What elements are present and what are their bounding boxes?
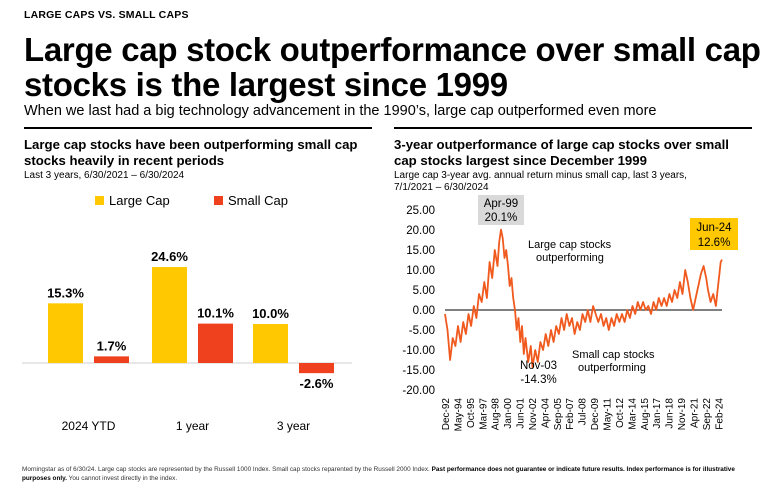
bar-label-large-2: 10.0% xyxy=(252,306,289,321)
x-tick-label-10: Feb-07 xyxy=(565,398,576,430)
legend-swatch-small xyxy=(214,196,223,205)
annotation-trough-date: Nov-03 xyxy=(520,360,557,372)
y-tick-label-7: -10.00 xyxy=(402,345,435,357)
category-label-2: 3 year xyxy=(277,419,310,433)
footnote-tail: You cannot invest directly in the index. xyxy=(66,475,178,482)
series-line xyxy=(444,228,723,369)
x-tick-label-17: Jan-17 xyxy=(652,398,663,429)
x-tick-label-9: Sep-05 xyxy=(553,398,564,431)
x-tick-label-11: Jul-08 xyxy=(578,398,589,426)
annotation-latest-value: 12.6% xyxy=(698,237,731,249)
bar-large-0 xyxy=(48,303,83,363)
right-divider xyxy=(394,127,752,129)
right-panel-title: 3-year outperformance of large cap stock… xyxy=(394,137,729,168)
x-tick-label-0: Dec-92 xyxy=(441,398,452,431)
x-tick-label-1: May-94 xyxy=(453,398,464,432)
y-tick-label-2: 15.00 xyxy=(406,245,435,257)
y-tick-label-1: 20.00 xyxy=(406,225,435,237)
note-large-line2: outperforming xyxy=(536,252,604,264)
x-tick-label-19: Nov-19 xyxy=(677,398,688,431)
annotation-peak-value: 20.1% xyxy=(485,212,518,224)
line-chart: 25.00 20.00 15.00 10.00 5.00 0.00 -5.00 -10.00 -… xyxy=(402,195,738,432)
note-small-line2: outperforming xyxy=(578,362,646,374)
bar-small-2 xyxy=(299,363,334,374)
note-large-line1: Large cap stocks xyxy=(528,239,612,251)
footnote-text: Morningstar as of 6/30/24. Large cap sto… xyxy=(22,466,432,473)
x-tick-label-15: Mar-14 xyxy=(627,398,638,430)
x-tick-label-21: Sep-22 xyxy=(702,398,713,431)
eyebrow: LARGE CAPS VS. SMALL CAPS xyxy=(24,9,189,21)
page-subtitle: When we last had a big technology advanc… xyxy=(24,103,657,119)
x-tick-label-6: Jun-01 xyxy=(516,398,527,429)
bar-small-1 xyxy=(198,323,233,363)
legend-swatch-large xyxy=(95,196,104,205)
y-tick-label-0: 25.00 xyxy=(406,205,435,217)
category-label-0: 2024 YTD xyxy=(62,419,116,433)
bar-large-2 xyxy=(253,324,288,363)
bar-label-large-0: 15.3% xyxy=(47,285,84,300)
legend-label-large: Large Cap xyxy=(109,193,170,208)
x-tick-label-3: Mar-97 xyxy=(478,398,489,430)
x-tick-label-7: Nov-02 xyxy=(528,398,539,431)
bar-label-small-0: 1.7% xyxy=(97,338,127,353)
bar-label-small-1: 10.1% xyxy=(197,306,234,321)
x-tick-label-18: Jun-18 xyxy=(665,398,676,429)
annotation-latest-box xyxy=(690,218,738,250)
y-tick-label-3: 10.00 xyxy=(406,265,435,277)
category-label-1: 1 year xyxy=(176,419,209,433)
right-panel-subtitle-1: Large cap 3-year avg. annual return minu… xyxy=(394,170,687,181)
x-tick-label-4: Aug-98 xyxy=(491,398,502,431)
x-tick-label-20: Apr-21 xyxy=(689,398,700,428)
left-panel-subtitle: Last 3 years, 6/30/2021 – 6/30/2024 xyxy=(24,170,185,181)
y-tick-label-6: -5.00 xyxy=(409,325,435,337)
x-tick-label-5: Jan-00 xyxy=(503,398,514,429)
y-tick-label-5: 0.00 xyxy=(413,305,435,317)
legend-label-small: Small Cap xyxy=(228,193,288,208)
x-tick-label-12: Dec-09 xyxy=(590,398,601,431)
y-tick-label-4: 5.00 xyxy=(413,285,435,297)
x-tick-label-14: Oct-12 xyxy=(615,398,626,428)
annotation-trough-value: -14.3% xyxy=(520,374,556,386)
x-tick-label-16: Aug-15 xyxy=(640,398,651,431)
x-tick-label-13: May-11 xyxy=(602,398,613,431)
left-divider xyxy=(24,127,372,129)
x-tick-label-8: Apr-04 xyxy=(540,398,551,428)
footnote-disclaimer: Past performance does not guarantee or i… xyxy=(22,466,735,482)
annotation-peak-box xyxy=(477,195,524,225)
bar-large-1 xyxy=(152,267,187,363)
bar-chart: Large Cap Small Cap 15.3% 1.7% 2024 YTD 24.6%… xyxy=(22,193,352,433)
footnote: Morningstar as of 6/30/24. Large cap sto… xyxy=(22,465,752,483)
annotation-peak-date: Apr-99 xyxy=(484,198,519,210)
right-panel-subtitle-2: 7/1/2021 – 6/30/2024 xyxy=(394,182,489,193)
note-small-line1: Small cap stocks xyxy=(572,349,655,361)
y-tick-label-8: -15.00 xyxy=(402,365,435,377)
bar-small-0 xyxy=(94,356,129,363)
left-panel-title: Large cap stocks have been outperforming… xyxy=(24,137,358,168)
bar-label-large-1: 24.6% xyxy=(151,249,188,264)
bar-label-small-2: -2.6% xyxy=(300,376,334,391)
x-tick-label-22: Feb-24 xyxy=(714,398,725,430)
page-title: Large cap stock outperformance over smal… xyxy=(24,31,761,103)
y-tick-label-9: -20.00 xyxy=(402,385,435,397)
annotation-latest-date: Jun-24 xyxy=(696,222,732,234)
x-tick-label-2: Oct-95 xyxy=(466,398,477,428)
